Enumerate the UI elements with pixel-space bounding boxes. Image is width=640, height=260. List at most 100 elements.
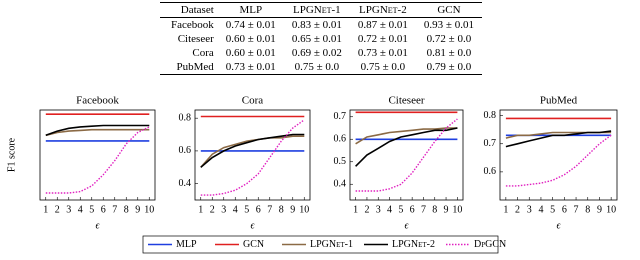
- x-tick-label: 2: [210, 204, 215, 215]
- x-tick-label: 7: [267, 204, 272, 215]
- x-tick-label: 2: [515, 204, 520, 215]
- x-tick-label: 4: [387, 204, 392, 215]
- x-tick-label: 8: [279, 204, 284, 215]
- table-cell: 0.73 ± 0.01: [357, 47, 408, 59]
- x-tick-label: 1: [198, 204, 203, 215]
- y-tick-label: 0.7: [484, 138, 497, 149]
- table-body: Facebook 0.74 ± 0.01 0.83 ± 0.01 0.87 ± 0.0…: [160, 18, 482, 75]
- x-tick-label: 4: [233, 204, 238, 215]
- series-line: [505, 134, 612, 187]
- x-tick-label: 6: [256, 204, 261, 215]
- series-line: [45, 126, 150, 194]
- y-tick-label: 0.4: [334, 179, 347, 190]
- y-tick-label: 0.6: [179, 145, 192, 156]
- header-cell: LPGNet-1: [293, 4, 341, 16]
- x-tick-label: 10: [144, 204, 154, 215]
- chart-title: Citeseer: [388, 95, 424, 107]
- legend-label: LPGNet-1: [310, 239, 353, 250]
- table-cell: 0.73 ± 0.01: [225, 61, 276, 73]
- x-tick-label: 5: [244, 204, 249, 215]
- x-tick-label: 7: [574, 204, 579, 215]
- x-tick-label: 2: [55, 204, 60, 215]
- header-cell: LPGNet-2: [359, 4, 407, 16]
- x-tick-label: 8: [124, 204, 129, 215]
- legend-label: DpGCN: [474, 239, 506, 250]
- table-cell: 0.72 ± 0.0: [426, 33, 472, 45]
- x-tick-label: 6: [101, 204, 106, 215]
- table-cell: 0.65 ± 0.01: [291, 33, 342, 45]
- x-tick-label: 4: [78, 204, 83, 215]
- x-axis-label: ϵ: [556, 220, 561, 231]
- x-axis-label: ϵ: [404, 220, 409, 231]
- y-tick-label: 0.8: [484, 110, 497, 121]
- x-tick-label: 1: [353, 204, 358, 215]
- y-tick-label: 0.7: [334, 111, 347, 122]
- header-cell: MLP: [239, 4, 263, 16]
- x-tick-label: 8: [585, 204, 590, 215]
- table-cell: 0.72 ± 0.01: [357, 33, 408, 45]
- series-line: [355, 127, 458, 167]
- x-tick-label: 1: [503, 204, 508, 215]
- series-line: [200, 119, 305, 196]
- x-tick-label: 9: [444, 204, 449, 215]
- table-cell: Citeseer: [177, 33, 214, 45]
- table-cell: 0.93 ± 0.01: [423, 19, 474, 31]
- x-tick-label: 9: [135, 204, 140, 215]
- plot-frame: [499, 109, 618, 201]
- table-cell: 0.79 ± 0.0: [426, 61, 472, 73]
- x-tick-label: 3: [221, 204, 226, 215]
- chart-title: PubMed: [540, 95, 578, 107]
- x-tick-label: 3: [527, 204, 532, 215]
- x-axis-label: ϵ: [250, 220, 255, 231]
- y-tick-label: 0.6: [334, 134, 347, 145]
- table-cell: 0.69 ± 0.02: [291, 47, 342, 59]
- table-cell: 0.75 ± 0.0: [360, 61, 406, 73]
- y-tick-label: 0.6: [484, 166, 497, 177]
- results-table: Dataset MLP LPGNet-1 LPGNet-2 GCN Facebook 0.…: [160, 2, 482, 75]
- y-tick-label: 0.8: [179, 112, 192, 123]
- header-cell: Dataset: [180, 4, 214, 16]
- y-tick-label: 0.4: [179, 178, 192, 189]
- chart-title: Facebook: [76, 95, 119, 107]
- x-tick-label: 6: [562, 204, 567, 215]
- legend-label: LPGNet-2: [392, 239, 435, 250]
- plot-frame: [39, 109, 156, 201]
- legend-label: GCN: [243, 239, 264, 250]
- legend-frame: [142, 235, 499, 254]
- table-cell: 0.74 ± 0.01: [225, 19, 276, 31]
- table-cell: 0.87 ± 0.01: [357, 19, 408, 31]
- table-row: PubMed 0.73 ± 0.01 0.75 ± 0.0 0.75 ± 0.0 0.7…: [160, 60, 482, 75]
- x-tick-label: 10: [452, 204, 462, 215]
- y-axis-label: F1 score: [6, 137, 17, 172]
- x-tick-label: 5: [550, 204, 555, 215]
- x-tick-label: 8: [432, 204, 437, 215]
- header-cell: GCN: [437, 4, 461, 16]
- table-cell: 0.75 ± 0.0: [294, 61, 340, 73]
- table-cell: 0.60 ± 0.01: [225, 47, 276, 59]
- table-cell: 0.83 ± 0.01: [291, 19, 342, 31]
- chart-title: Cora: [242, 95, 264, 107]
- x-axis-label: ϵ: [95, 220, 100, 231]
- x-tick-label: 3: [376, 204, 381, 215]
- plot-frame: [194, 109, 311, 201]
- x-tick-label: 9: [290, 204, 295, 215]
- table-cell: 0.81 ± 0.0: [426, 47, 472, 59]
- table-row: Citeseer 0.60 ± 0.01 0.65 ± 0.01 0.72 ± 0.0…: [160, 32, 482, 46]
- x-tick-label: 1: [43, 204, 48, 215]
- legend-label: MLP: [176, 239, 197, 250]
- table-header: Dataset MLP LPGNet-1 LPGNet-2 GCN: [160, 2, 482, 18]
- table-cell: 0.60 ± 0.01: [225, 33, 276, 45]
- series-line: [45, 128, 150, 137]
- table-row: Cora 0.60 ± 0.01 0.69 ± 0.02 0.73 ± 0.01 0.8…: [160, 46, 482, 60]
- series-line: [45, 124, 150, 137]
- x-tick-label: 5: [398, 204, 403, 215]
- table-row: Facebook 0.74 ± 0.01 0.83 ± 0.01 0.87 ± 0.0…: [160, 18, 482, 33]
- x-tick-label: 6: [410, 204, 415, 215]
- x-tick-label: 9: [597, 204, 602, 215]
- series-line: [355, 118, 458, 192]
- x-tick-label: 10: [606, 204, 616, 215]
- table-cell: Facebook: [171, 19, 214, 31]
- x-tick-label: 3: [66, 204, 71, 215]
